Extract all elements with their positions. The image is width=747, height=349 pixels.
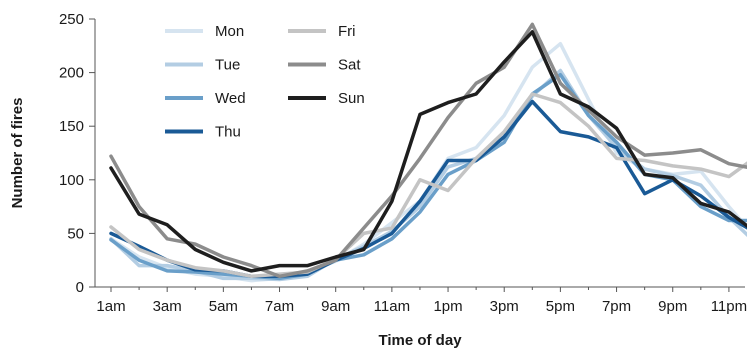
- y-tick-label: 50: [67, 225, 84, 242]
- x-tick-label: 9am: [321, 298, 350, 315]
- x-tick-label: 1am: [96, 298, 125, 315]
- x-tick-label: 3pm: [490, 298, 519, 315]
- y-axis: 0 50 100 150 200 250: [59, 11, 96, 296]
- y-tick-label: 200: [59, 65, 84, 82]
- y-tick-label: 150: [59, 118, 84, 135]
- legend-label-sun: Sun: [338, 90, 365, 107]
- legend-label-wed: Wed: [215, 90, 246, 107]
- series-layer: [109, 22, 747, 283]
- x-axis-title: Time of day: [378, 332, 462, 349]
- x-tick-label: 1pm: [433, 298, 462, 315]
- x-tick-label: 9pm: [658, 298, 687, 315]
- x-axis: 1am 3am 5am 7am 9am 11am 1pm 3pm 5pm 7pm 9pm 11pm: [95, 286, 747, 315]
- legend-label-fri: Fri: [338, 23, 356, 40]
- y-axis-title: Number of fires: [9, 98, 26, 209]
- y-tick-label: 100: [59, 172, 84, 189]
- y-tick-label: 0: [76, 279, 84, 296]
- series-line-sat: [109, 22, 747, 279]
- legend: Mon Tue Wed Thu Fri Sat Sun: [165, 23, 365, 141]
- x-tick-label: 3am: [153, 298, 182, 315]
- x-tick-label: 7pm: [602, 298, 631, 315]
- x-tick-label: 5am: [209, 298, 238, 315]
- x-tick-label: 5pm: [546, 298, 575, 315]
- x-tick-label: 7am: [265, 298, 294, 315]
- series-line-fri: [109, 92, 747, 279]
- legend-label-tue: Tue: [215, 57, 240, 74]
- y-tick-label: 250: [59, 11, 84, 28]
- x-tick-label: 11pm: [711, 298, 747, 315]
- series-line-sun: [109, 30, 747, 273]
- legend-label-thu: Thu: [215, 124, 241, 141]
- legend-label-mon: Mon: [215, 23, 244, 40]
- x-tick-label: 11am: [374, 298, 410, 315]
- legend-label-sat: Sat: [338, 57, 361, 74]
